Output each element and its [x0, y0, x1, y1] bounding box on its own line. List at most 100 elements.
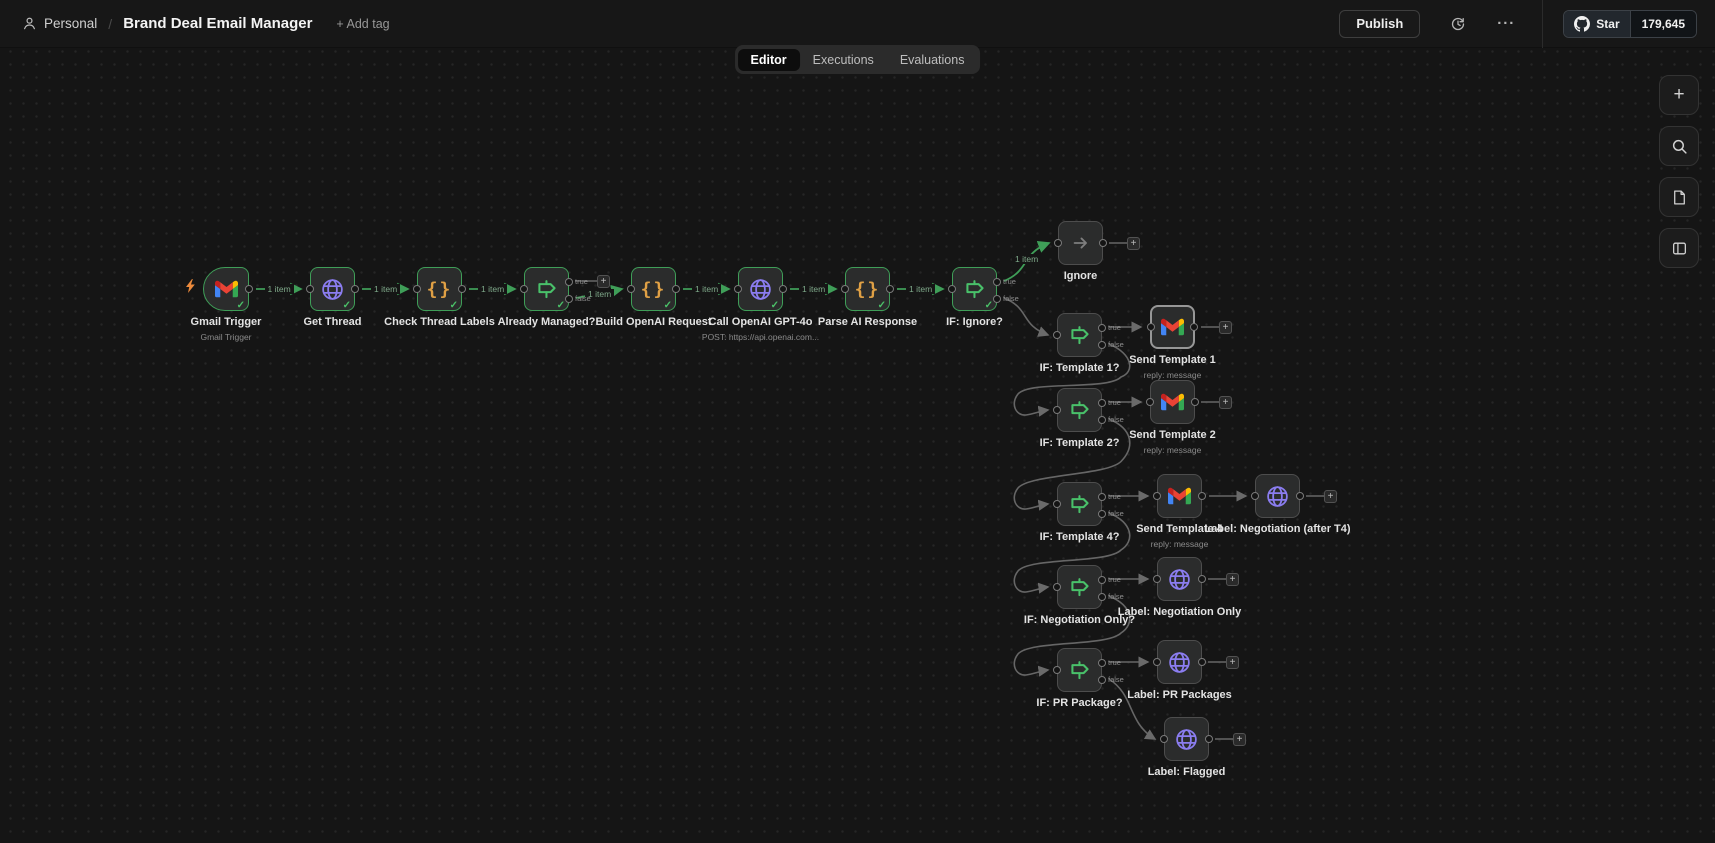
- input-port[interactable]: [1160, 735, 1168, 743]
- workflow-node-already-managed[interactable]: ✓ true false: [520, 267, 591, 311]
- sticky-note-button[interactable]: [1659, 177, 1699, 217]
- tab-editor[interactable]: Editor: [737, 48, 800, 71]
- output-port-true[interactable]: [1098, 324, 1106, 332]
- add-node-endpoint[interactable]: +: [1219, 320, 1232, 334]
- add-node-endpoint[interactable]: +: [1219, 395, 1232, 409]
- output-port-true[interactable]: [565, 278, 573, 286]
- input-port[interactable]: [1054, 239, 1062, 247]
- input-port[interactable]: [1053, 583, 1061, 591]
- input-port[interactable]: [306, 285, 314, 293]
- workflow-node-check-thread-labels[interactable]: {} ✓: [413, 267, 466, 311]
- node-subtitle: Gmail Trigger: [200, 331, 252, 342]
- add-node-endpoint[interactable]: +: [1233, 732, 1246, 746]
- add-node-endpoint[interactable]: +: [1127, 236, 1140, 250]
- add-node-endpoint[interactable]: +: [1226, 572, 1239, 586]
- workflow-node-parse-ai-response[interactable]: {} ✓: [841, 267, 894, 311]
- workflow-node-if-template-1[interactable]: true false: [1053, 313, 1124, 357]
- output-port-true[interactable]: [1098, 493, 1106, 501]
- publish-button[interactable]: Publish: [1339, 9, 1421, 38]
- output-port-false[interactable]: [1098, 676, 1106, 684]
- input-port[interactable]: [1053, 666, 1061, 674]
- input-port[interactable]: [413, 285, 421, 293]
- output-port-true[interactable]: [1098, 659, 1106, 667]
- output-port-true[interactable]: [1098, 576, 1106, 584]
- input-port[interactable]: [627, 285, 635, 293]
- workflow-node-call-openai-gpt4o[interactable]: ✓: [734, 267, 787, 311]
- workflow-node-if-template-2[interactable]: true false: [1053, 388, 1124, 432]
- output-port[interactable]: [1296, 492, 1304, 500]
- output-port-false[interactable]: [993, 295, 1001, 303]
- github-star-button[interactable]: Star: [1564, 10, 1630, 37]
- tab-executions[interactable]: Executions: [812, 52, 874, 67]
- output-port[interactable]: [1198, 658, 1206, 666]
- input-port[interactable]: [520, 285, 528, 293]
- output-port-true[interactable]: [1098, 399, 1106, 407]
- add-node-endpoint[interactable]: +: [1226, 655, 1239, 669]
- workflow-node-label-negotiation-after-t4[interactable]: [1251, 474, 1304, 518]
- output-port-false[interactable]: [565, 295, 573, 303]
- port-label-true: true: [1108, 323, 1121, 332]
- workflow-node-ignore[interactable]: [1054, 221, 1107, 265]
- github-star-count[interactable]: 179,645: [1629, 10, 1696, 37]
- workflow-node-send-template-1[interactable]: [1147, 305, 1198, 349]
- project-name[interactable]: Personal: [44, 16, 98, 31]
- add-tag-button[interactable]: + Add tag: [336, 16, 390, 31]
- output-port[interactable]: [886, 285, 894, 293]
- version-history-button[interactable]: [1444, 10, 1472, 38]
- output-port[interactable]: [1198, 492, 1206, 500]
- input-port[interactable]: [1153, 575, 1161, 583]
- input-port[interactable]: [1153, 658, 1161, 666]
- search-button[interactable]: [1659, 126, 1699, 166]
- connection-wire: [1013, 595, 1131, 677]
- workflow-node-get-thread[interactable]: ✓: [306, 267, 359, 311]
- add-node-endpoint[interactable]: +: [1324, 489, 1337, 503]
- workflow-node-label-negotiation-only[interactable]: [1153, 557, 1206, 601]
- input-port[interactable]: [841, 285, 849, 293]
- toggle-panel-button[interactable]: [1659, 228, 1699, 268]
- output-port[interactable]: [1099, 239, 1107, 247]
- output-port-false[interactable]: [1098, 510, 1106, 518]
- input-port[interactable]: [734, 285, 742, 293]
- output-port[interactable]: [245, 285, 253, 293]
- workflow-node-label-flagged[interactable]: [1160, 717, 1213, 761]
- input-port[interactable]: [1147, 323, 1155, 331]
- workflow-node-send-template-2[interactable]: [1146, 380, 1199, 424]
- add-node-button[interactable]: +: [1659, 75, 1699, 115]
- input-port[interactable]: [1053, 500, 1061, 508]
- input-port[interactable]: [1251, 492, 1259, 500]
- input-port[interactable]: [1053, 331, 1061, 339]
- input-port[interactable]: [1146, 398, 1154, 406]
- workflow-node-gmail-trigger[interactable]: ✓: [203, 267, 253, 311]
- output-port-false[interactable]: [1098, 341, 1106, 349]
- add-node-endpoint[interactable]: +: [597, 274, 610, 288]
- connection-items-label: 1 item: [264, 284, 294, 294]
- workflow-node-label-pr-packages[interactable]: [1153, 640, 1206, 684]
- output-port-false[interactable]: [1098, 416, 1106, 424]
- output-port[interactable]: [351, 285, 359, 293]
- workflow-node-if-ignore[interactable]: ✓ true false: [948, 267, 1019, 311]
- output-port[interactable]: [672, 285, 680, 293]
- input-port[interactable]: [1153, 492, 1161, 500]
- port-label-false: false: [575, 294, 591, 303]
- workflow-node-if-template-4[interactable]: true false: [1053, 482, 1124, 526]
- workflow-node-if-negotiation-only[interactable]: true false: [1053, 565, 1124, 609]
- output-port-false[interactable]: [1098, 593, 1106, 601]
- http-globe-icon: [1158, 558, 1201, 600]
- tab-evaluations[interactable]: Evaluations: [899, 52, 965, 67]
- workflow-title[interactable]: Brand Deal Email Manager: [123, 15, 313, 32]
- workflow-node-if-pr-package[interactable]: true false: [1053, 648, 1124, 692]
- output-port[interactable]: [1191, 398, 1199, 406]
- output-port[interactable]: [1205, 735, 1213, 743]
- workflow-node-build-openai-request[interactable]: {} ✓: [627, 267, 680, 311]
- input-port[interactable]: [948, 285, 956, 293]
- project-breadcrumb[interactable]: Personal: [22, 16, 97, 31]
- github-star-widget[interactable]: Star 179,645: [1563, 9, 1697, 38]
- more-options-button[interactable]: ···: [1497, 15, 1516, 32]
- input-port[interactable]: [1053, 406, 1061, 414]
- output-port-true[interactable]: [993, 278, 1001, 286]
- output-port[interactable]: [458, 285, 466, 293]
- output-port[interactable]: [779, 285, 787, 293]
- output-port[interactable]: [1190, 323, 1198, 331]
- output-port[interactable]: [1198, 575, 1206, 583]
- workflow-node-send-template-4[interactable]: [1153, 474, 1206, 518]
